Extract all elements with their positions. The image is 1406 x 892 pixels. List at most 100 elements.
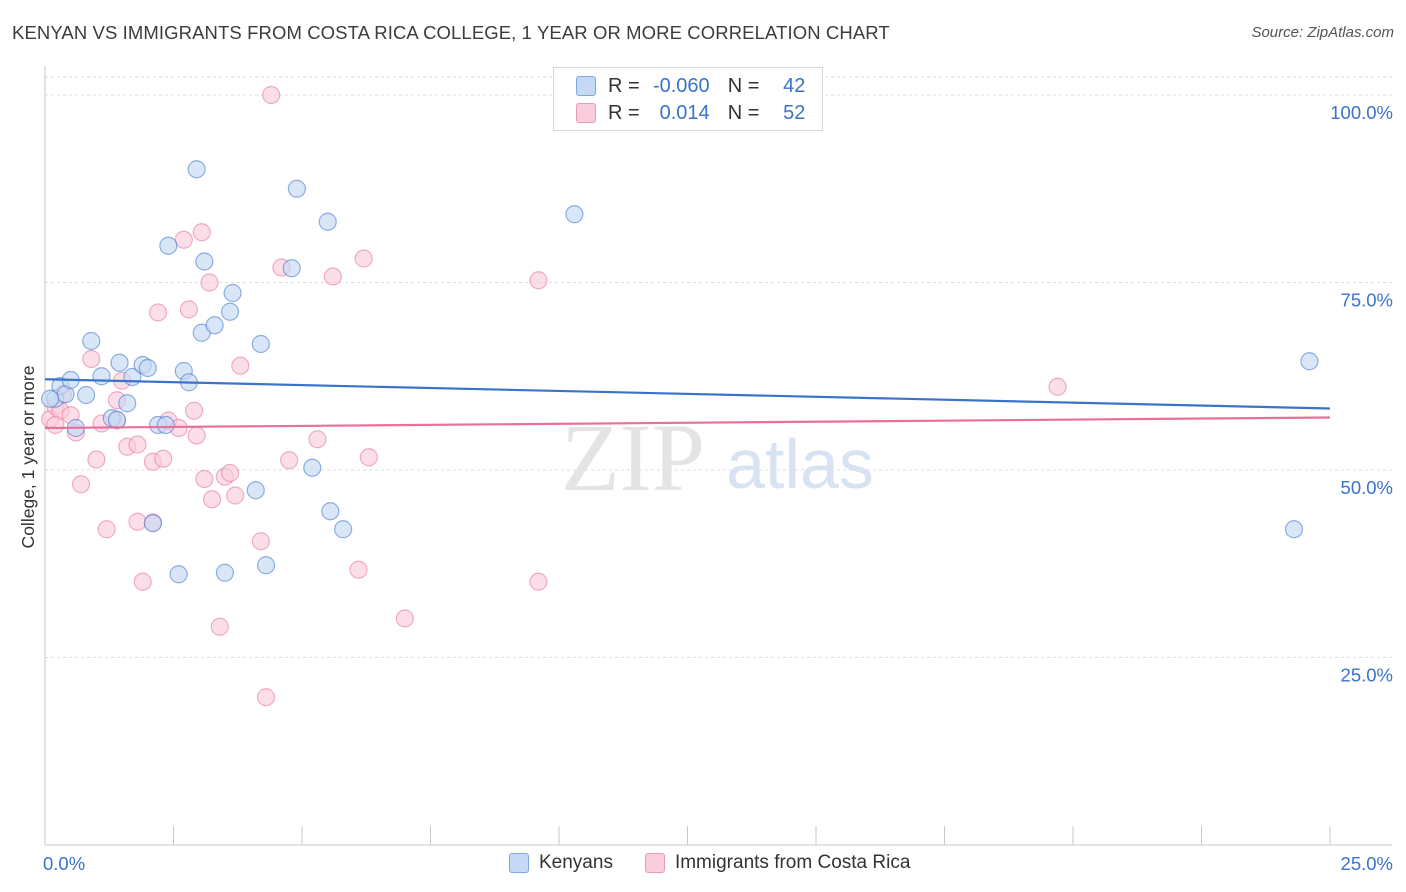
costa-rica-point [97, 520, 116, 539]
watermark: ZIP atlas [561, 404, 874, 511]
costa-rica-point [184, 401, 204, 420]
kenyans-point [287, 179, 306, 198]
costa-rica-point [202, 490, 222, 509]
kenyans-point [110, 353, 129, 372]
costa-rica-n-value: 52 [783, 101, 806, 124]
costa-rica-point [395, 609, 414, 628]
series-costa-rica-points [41, 85, 1067, 707]
costa-rica-point [256, 688, 276, 707]
costa-rica-point [192, 223, 211, 242]
y-tick-label: 50.0% [1341, 477, 1393, 498]
kenyans-point [169, 565, 188, 584]
y-axis-label: College, 1 year or more [18, 366, 38, 549]
kenyans-point [77, 385, 96, 405]
legend-row-costa-rica: R = 0.014 N = 52 [576, 101, 805, 125]
kenyans-point [282, 259, 301, 278]
kenyans-point [195, 252, 214, 271]
kenyans-point [138, 358, 157, 378]
x-tick-labels: 0.0% 25.0% [43, 853, 1393, 874]
kenyans-point [1284, 520, 1304, 539]
costa-rica-point [195, 469, 214, 489]
kenyans-point [251, 334, 270, 354]
legend-item-kenyans[interactable]: Kenyans [509, 852, 613, 874]
costa-rica-point [220, 463, 240, 483]
kenyans-point [118, 394, 137, 413]
costa-rica-point [226, 486, 245, 505]
costa-rica-point [262, 85, 281, 105]
source-credit: Source: ZipAtlas.com [1251, 24, 1394, 41]
kenyans-point [246, 481, 265, 500]
kenyans-point [321, 502, 340, 521]
kenyans-point [82, 331, 101, 351]
r-label: R = [608, 101, 640, 124]
correlation-legend: R = -0.060 N = 42 R = 0.014 N = 52 [553, 67, 823, 131]
costa-rica-point [210, 617, 229, 636]
kenyans-point [318, 212, 337, 231]
kenyans-point [334, 520, 353, 539]
kenyans-point [41, 389, 60, 408]
kenyans-point [187, 160, 206, 179]
costa-rica-point [529, 572, 548, 591]
y-tick-label: 100.0% [1330, 102, 1393, 123]
x-tick-label: 0.0% [43, 853, 85, 874]
kenyans-point [159, 236, 178, 255]
costa-rica-point [71, 475, 91, 494]
kenyans-legend-label: Kenyans [539, 852, 613, 873]
costa-rica-point [46, 415, 65, 435]
costa-rica-point [87, 450, 106, 469]
costa-rica-point [174, 230, 193, 249]
axes [44, 66, 1392, 846]
kenyans-n-value: 42 [783, 74, 806, 97]
costa-rica-point [251, 532, 270, 551]
costa-rica-point [529, 271, 548, 290]
trend-lines [44, 378, 1331, 430]
kenyans-point [215, 563, 234, 582]
y-tick-label: 75.0% [1341, 290, 1393, 311]
costa-rica-point [133, 572, 152, 591]
watermark-atlas: atlas [726, 425, 874, 503]
costa-rica-point [349, 560, 368, 579]
costa-rica-point [128, 435, 147, 454]
kenyans-legend-swatch [509, 853, 529, 873]
costa-rica-point [82, 349, 101, 369]
costa-rica-r-value: 0.014 [659, 101, 710, 124]
costa-rica-point [148, 303, 168, 322]
kenyans-point [1300, 352, 1319, 371]
series-kenyans-points [41, 160, 1319, 584]
costa-rica-legend-swatch [644, 853, 665, 873]
kenyans-point [107, 410, 127, 429]
kenyans-point [220, 302, 240, 321]
kenyans-point [143, 514, 163, 533]
costa-rica-point [308, 430, 327, 449]
series-legend: Kenyans Immigrants from Costa Rica [509, 852, 942, 874]
kenyans-trend-line [44, 378, 1331, 410]
kenyans-point [205, 316, 224, 335]
kenyans-point [303, 458, 322, 477]
costa-rica-point [323, 267, 342, 286]
legend-item-costa-rica[interactable]: Immigrants from Costa Rica [644, 852, 911, 874]
kenyans-point [565, 205, 584, 224]
chart-title: KENYAN VS IMMIGRANTS FROM COSTA RICA COL… [12, 22, 890, 43]
kenyans-point [223, 283, 242, 303]
r-label: R = [608, 74, 640, 97]
kenyans-point [156, 415, 175, 435]
y-tick-labels: 25.0% 50.0% 75.0% 100.0% [1330, 102, 1393, 686]
legend-row-kenyans: R = -0.060 N = 42 [576, 74, 805, 98]
costa-rica-point [179, 300, 199, 319]
costa-rica-point [187, 426, 206, 445]
costa-rica-point [128, 512, 147, 531]
costa-rica-point [200, 273, 219, 292]
costa-rica-swatch [576, 103, 596, 123]
n-label: N = [727, 101, 760, 124]
costa-rica-point [154, 449, 173, 468]
costa-rica-point [280, 451, 299, 470]
kenyans-point [256, 556, 276, 575]
n-label: N = [727, 74, 760, 97]
costa-rica-point [231, 356, 250, 375]
y-tick-label: 25.0% [1341, 665, 1393, 686]
costa-rica-legend-label: Immigrants from Costa Rica [674, 852, 911, 873]
watermark-zip: ZIP [561, 404, 705, 511]
kenyans-swatch [576, 76, 596, 96]
kenyans-point [92, 367, 111, 386]
